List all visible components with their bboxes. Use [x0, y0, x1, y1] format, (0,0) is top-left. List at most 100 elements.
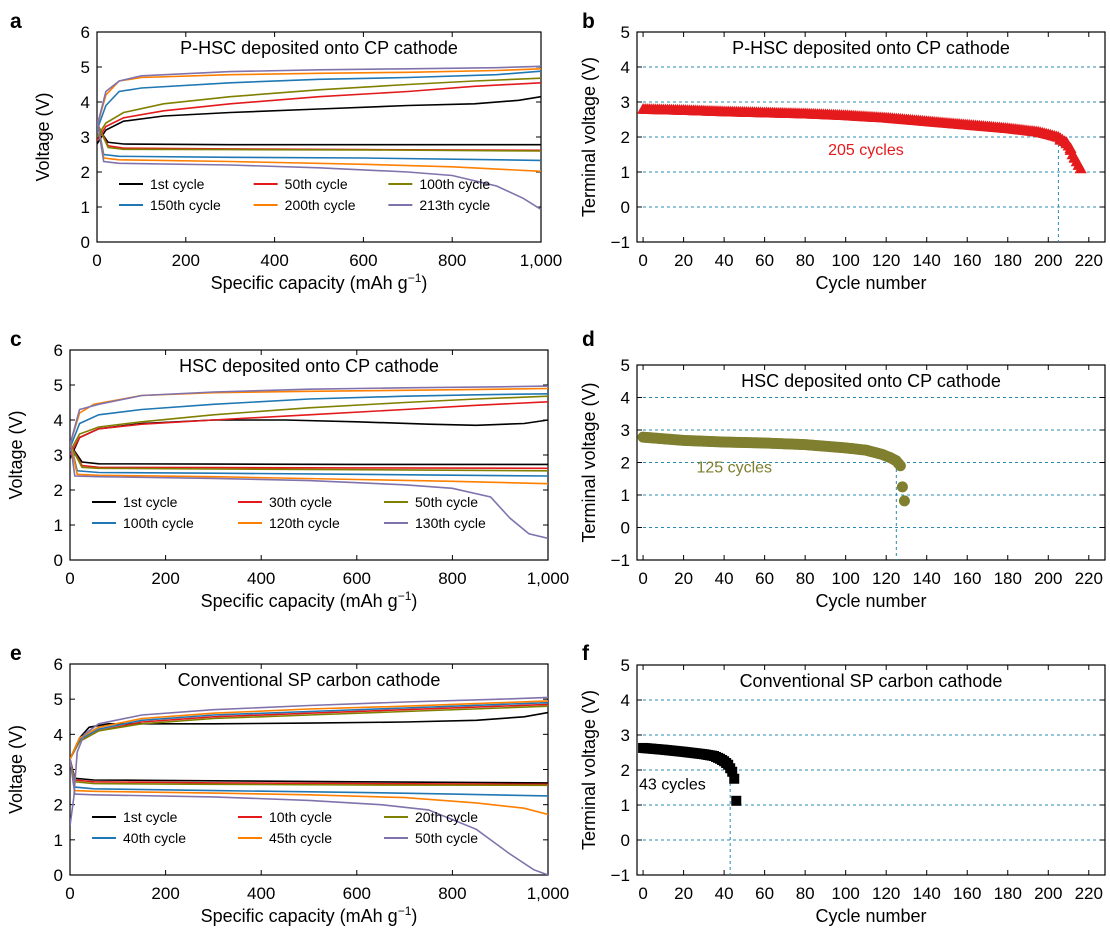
x-axis-label-main: Specific capacity (mAh g	[211, 273, 408, 293]
x-tick-label: 100	[831, 569, 859, 588]
x-tick-label: 1,000	[527, 569, 570, 588]
x-tick-label: 80	[796, 884, 815, 903]
y-tick-label: 3	[621, 726, 630, 745]
x-tick-label: 600	[343, 569, 371, 588]
x-tick-label: 220	[1075, 884, 1103, 903]
legend-label: 1st cycle	[123, 809, 178, 825]
series-line-discharge	[70, 440, 548, 540]
x-tick-label: 200	[172, 251, 200, 270]
y-tick-label: 4	[621, 691, 630, 710]
series-line-discharge	[97, 126, 541, 146]
x-tick-label: 400	[260, 251, 288, 270]
x-tick-label: 160	[953, 251, 981, 270]
x-axis-label-main: Cycle number	[815, 906, 926, 926]
x-tick-label: 60	[755, 884, 774, 903]
y-tick-label: 5	[54, 690, 63, 709]
x-axis-label-main: Specific capacity (mAh g	[201, 906, 398, 926]
x-tick-label: 140	[913, 569, 941, 588]
legend-label: 30th cycle	[269, 494, 332, 510]
y-tick-label: 5	[81, 58, 90, 77]
x-tick-label: 40	[715, 569, 734, 588]
y-tick-label: 3	[81, 128, 90, 147]
panel-letter-b: b	[582, 10, 595, 33]
x-tick-label: 200	[151, 569, 179, 588]
y-axis-label: Terminal voltage (V)	[579, 690, 599, 850]
series-line-charge	[70, 393, 548, 449]
x-tick-label: 180	[994, 569, 1022, 588]
y-axis-label: Voltage (V)	[33, 92, 53, 181]
x-axis-label-end: )	[411, 906, 417, 926]
x-axis-label: Cycle number	[815, 906, 926, 926]
series-line-charge	[70, 401, 548, 456]
x-tick-label: 60	[755, 251, 774, 270]
series-line-discharge	[70, 444, 548, 466]
y-tick-label: 1	[54, 831, 63, 850]
series-group	[70, 385, 548, 540]
cycles-annotation: 205 cycles	[828, 142, 904, 159]
y-tick-label: −1	[611, 233, 630, 252]
legend-label: 20th cycle	[415, 809, 478, 825]
legend-label: 50th cycle	[415, 494, 478, 510]
x-axis-label-end: )	[411, 591, 417, 611]
series-line-charge	[97, 70, 541, 131]
data-marker	[898, 495, 910, 507]
x-tick-label: 160	[953, 569, 981, 588]
x-tick-label: 60	[755, 569, 774, 588]
x-tick-label: 200	[1034, 884, 1062, 903]
marker-group	[637, 431, 910, 507]
legend-label: 10th cycle	[269, 809, 332, 825]
series-line-charge	[70, 385, 548, 445]
legend-label: 45th cycle	[269, 830, 332, 846]
y-tick-label: 5	[621, 23, 630, 42]
y-tick-label: 4	[54, 411, 63, 430]
data-marker	[1068, 151, 1081, 163]
y-tick-label: 5	[54, 376, 63, 395]
y-tick-label: 0	[54, 551, 63, 570]
y-tick-label: 0	[621, 519, 630, 538]
series-line-charge	[70, 703, 548, 760]
x-tick-label: 1,000	[527, 884, 570, 903]
x-tick-label: 0	[638, 251, 647, 270]
panel-e: e 0 1 2 3 4 5 6 0 200 400 600 800 1,000 Specific capac…	[6, 642, 569, 926]
chart-title: HSC deposited onto CP cathode	[179, 356, 439, 376]
x-tick-label: 1,000	[520, 251, 563, 270]
y-tick-label: 2	[621, 761, 630, 780]
series-line-discharge	[70, 758, 548, 784]
x-axis-label: Cycle number	[815, 591, 926, 611]
y-tick-label: 2	[54, 481, 63, 500]
panel-letter-e: e	[10, 642, 22, 665]
x-tick-label: 20	[674, 884, 693, 903]
x-axis-label-end: )	[421, 273, 427, 293]
legend-label: 100th cycle	[419, 176, 490, 192]
y-tick-label: 5	[621, 656, 630, 675]
panel-b: b −1 0 1 2 3 4 5 0 20 40 60 80 100 120 140 160 180 200 220 C…	[579, 10, 1106, 293]
x-tick-label: 600	[343, 884, 371, 903]
chart-title: HSC deposited onto CP cathode	[741, 371, 1001, 391]
x-axis-label-main: Cycle number	[815, 591, 926, 611]
y-tick-label: 6	[54, 655, 63, 674]
data-marker	[1072, 159, 1085, 170]
y-tick-label: 0	[54, 866, 63, 885]
x-tick-label: 120	[872, 884, 900, 903]
panel-c: c 0 1 2 3 4 5 6 0 200 400 600 800 1,000 Specific capac…	[6, 328, 569, 611]
y-tick-label: 1	[621, 796, 630, 815]
x-tick-label: 0	[65, 569, 74, 588]
x-tick-label: 180	[994, 251, 1022, 270]
x-tick-label: 0	[638, 884, 647, 903]
y-axis-label: Terminal voltage (V)	[579, 57, 599, 217]
x-tick-label: 40	[715, 251, 734, 270]
legend-label: 150th cycle	[150, 197, 221, 213]
y-tick-label: 4	[621, 389, 630, 408]
marker-group	[637, 103, 1087, 174]
series-group	[70, 696, 548, 875]
series-line-charge	[70, 700, 548, 760]
y-tick-label: 2	[621, 454, 630, 473]
panel-a: a 0 1 2 3 4 5 6 0 200 400 600 800 1,000 Specific capac…	[10, 10, 562, 293]
y-tick-label: 0	[81, 233, 90, 252]
x-tick-label: 800	[438, 569, 466, 588]
x-axis-label-main: Specific capacity (mAh g	[201, 591, 398, 611]
panel-d: d −1 0 1 2 3 4 5 0 20 40 60 80 100 120 140 160 180 200 220 C…	[579, 328, 1106, 611]
data-marker	[727, 766, 738, 777]
series-line-charge	[97, 77, 541, 138]
